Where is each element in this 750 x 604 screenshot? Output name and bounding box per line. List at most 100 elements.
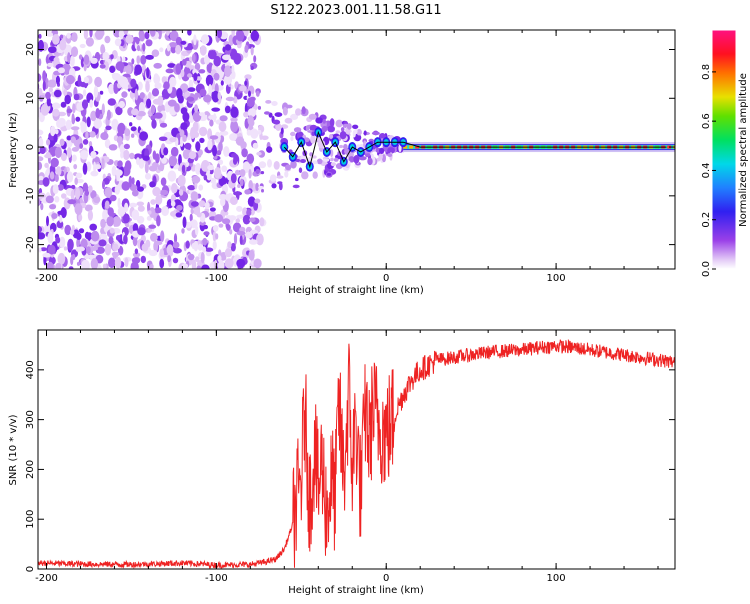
noise-cell <box>90 230 100 242</box>
noise-cell <box>63 89 68 96</box>
noise-cell <box>250 66 254 70</box>
noise-cell <box>190 191 199 202</box>
noise-cell <box>229 133 238 141</box>
noise-cell <box>233 157 238 165</box>
noise-cell <box>172 247 182 254</box>
noise-cell <box>100 218 106 229</box>
noise-cell <box>165 30 170 36</box>
noise-cell <box>195 256 200 263</box>
transition-cell <box>290 160 297 169</box>
noise-cell <box>148 165 158 172</box>
noise-cell <box>219 135 225 143</box>
noise-cell <box>187 30 192 36</box>
noise-cell <box>55 103 61 109</box>
noise-cell <box>216 150 222 156</box>
noise-cell <box>115 235 121 241</box>
transition-cell <box>273 161 280 170</box>
noise-cell <box>212 231 217 242</box>
noise-cell <box>124 257 129 268</box>
noise-cell <box>145 80 150 93</box>
noise-cell <box>79 143 84 149</box>
noise-cell <box>136 215 145 224</box>
transition-cell <box>398 144 402 153</box>
noise-cell <box>124 202 129 212</box>
noise-cell <box>84 190 90 196</box>
noise-cell <box>246 153 255 164</box>
snr-xtick-label: -200 <box>35 573 58 584</box>
noise-cell <box>51 213 58 219</box>
noise-cell <box>46 96 51 107</box>
transition-cell <box>326 172 332 176</box>
noise-cell <box>230 84 234 90</box>
noise-cell <box>253 258 262 269</box>
noise-cell <box>194 62 201 71</box>
colorbar-tick-label: 0.4 <box>701 162 712 178</box>
noise-cell <box>83 30 89 40</box>
noise-cell <box>236 231 246 236</box>
transition-cell <box>312 160 318 165</box>
noise-cell <box>218 121 227 132</box>
noise-cell <box>67 52 71 64</box>
transition-cell <box>258 129 262 135</box>
noise-cell <box>42 80 46 91</box>
noise-cell <box>195 141 201 152</box>
noise-cell <box>38 33 42 39</box>
noise-cell <box>148 249 158 257</box>
noise-cell <box>159 248 164 258</box>
noise-cell <box>223 74 233 85</box>
noise-cell <box>193 34 197 46</box>
noise-cell <box>49 171 55 180</box>
noise-cell <box>56 220 64 229</box>
noise-cell <box>166 44 171 52</box>
noise-cell <box>224 105 231 114</box>
noise-cell <box>222 46 226 53</box>
noise-cell <box>48 46 57 54</box>
noise-cell <box>140 55 147 65</box>
transition-cell <box>292 184 300 189</box>
transition-cell <box>339 144 344 149</box>
noise-cell <box>155 153 160 164</box>
snr-y-axis-label: SNR (10 * v/v) <box>8 414 19 485</box>
noise-cell <box>252 142 259 149</box>
noise-cell <box>186 96 195 102</box>
noise-cell <box>75 116 81 122</box>
noise-cell <box>217 260 225 269</box>
noise-cell <box>236 30 245 42</box>
noise-cell <box>199 112 206 117</box>
noise-cell <box>203 231 210 236</box>
noise-cell <box>247 115 254 126</box>
noise-cell <box>117 197 121 209</box>
snr-xtick-label: -100 <box>205 573 228 584</box>
noise-cell <box>259 217 265 227</box>
noise-cell <box>43 255 47 266</box>
noise-cell <box>199 137 205 144</box>
spectrogram-xtick-label: 0 <box>383 273 389 284</box>
noise-cell <box>180 107 188 115</box>
noise-cell <box>250 30 260 42</box>
noise-cell <box>170 146 179 157</box>
noise-cell <box>39 146 46 154</box>
noise-cell <box>132 223 139 233</box>
spectrogram-ytick-label: -10 <box>25 188 36 204</box>
noise-cell <box>176 88 183 100</box>
noise-cell <box>187 143 191 151</box>
noise-cell <box>74 203 83 215</box>
noise-cell <box>85 37 94 47</box>
noise-cell <box>144 161 149 174</box>
noise-cell <box>220 80 224 86</box>
transition-cell <box>309 152 313 157</box>
noise-cell <box>46 62 54 67</box>
noise-cell <box>225 96 235 102</box>
noise-cell <box>71 147 79 152</box>
spectrogram-ytick-label: 10 <box>25 92 36 105</box>
noise-cell <box>210 177 217 184</box>
noise-cell <box>212 144 217 157</box>
noise-cell <box>89 30 93 38</box>
noise-cell <box>111 72 120 77</box>
noise-cell <box>196 212 202 218</box>
noise-cell <box>117 160 123 168</box>
noise-cell <box>215 233 219 240</box>
noise-cell <box>89 99 94 108</box>
noise-cell <box>103 131 108 138</box>
